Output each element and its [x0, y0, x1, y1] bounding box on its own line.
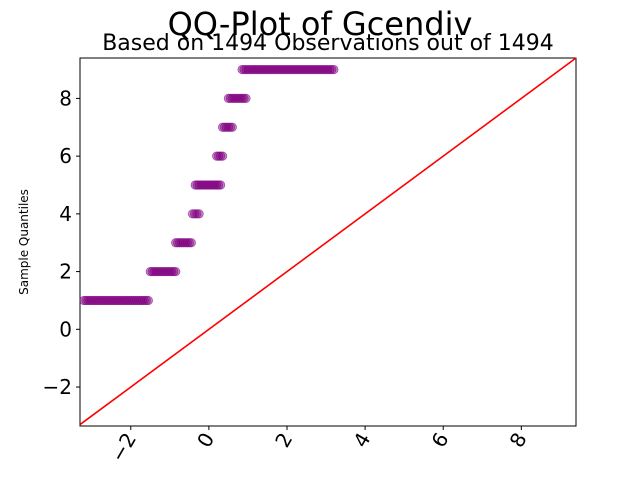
chart-subtitle: Based on 1494 Observations out of 1494	[102, 31, 554, 56]
quantile-run-2	[145, 266, 181, 277]
chart-title: QQ-Plot of Gcendiv	[168, 5, 473, 43]
data-point	[227, 122, 237, 132]
y-tick-label: 4	[59, 202, 72, 226]
data-point	[194, 209, 204, 219]
y-tick-label: 2	[59, 260, 72, 284]
quantile-run-8	[223, 93, 251, 104]
reference-line-group	[79, 57, 577, 426]
quantile-run-9	[237, 64, 339, 75]
x-tick-label: 6	[426, 429, 453, 452]
reference-line	[79, 57, 577, 426]
x-tick-label: 0	[192, 429, 219, 452]
plot-area-frame	[79, 57, 577, 427]
quantile-run-7	[217, 122, 237, 132]
data-point	[171, 266, 181, 277]
x-tick-label: 8	[505, 429, 532, 452]
quantile-run-3	[171, 238, 196, 248]
y-tick-label: 8	[59, 86, 72, 110]
y-axis-label: Sample Quantiles	[17, 189, 31, 295]
y-tick-label: 6	[59, 144, 72, 168]
data-point	[216, 180, 226, 190]
x-tick-label: 2	[270, 429, 297, 452]
data-point	[143, 295, 153, 306]
y-tick-label: 0	[59, 317, 72, 341]
data-points-group	[79, 64, 339, 306]
data-point	[217, 151, 228, 161]
quantile-run-1	[79, 295, 153, 306]
data-point	[327, 64, 337, 75]
data-point	[186, 238, 196, 248]
x-ticks-group: −2 0 2 4 6 8	[106, 426, 532, 466]
data-point	[141, 295, 151, 306]
data-point	[329, 64, 339, 75]
quantile-run-5	[190, 180, 226, 190]
x-tick-label: 4	[348, 429, 375, 452]
y-ticks-group: −2 0 2 4 6 8	[43, 86, 80, 399]
quantile-run-4	[187, 209, 204, 219]
quantile-run-6	[212, 151, 228, 161]
x-tick-label: −2	[106, 429, 142, 467]
data-point	[241, 93, 251, 104]
y-tick-label: −2	[43, 375, 72, 399]
data-point	[192, 209, 202, 219]
